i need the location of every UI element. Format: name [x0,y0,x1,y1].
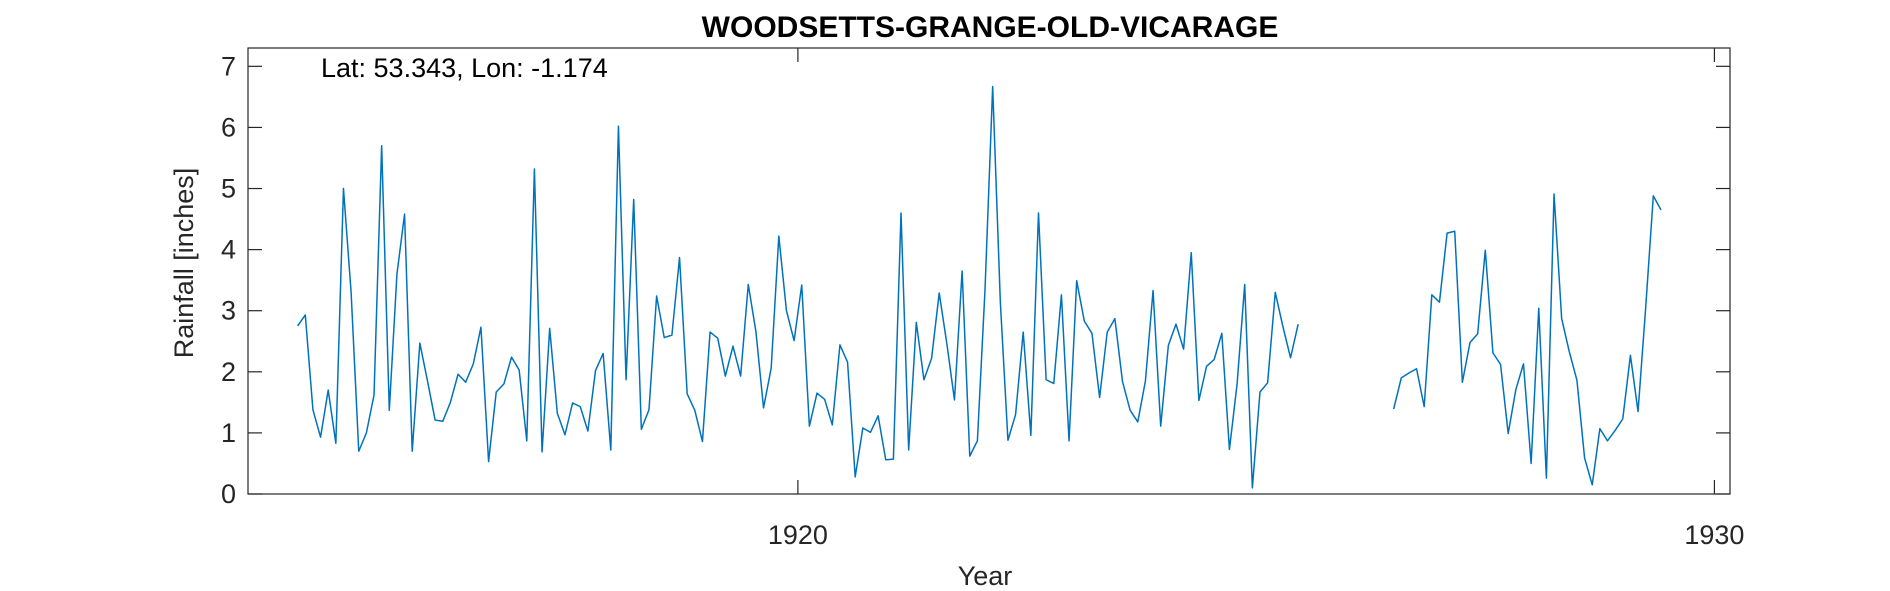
series-layer [297,85,1662,489]
y-tick-label-3: 3 [221,296,236,326]
y-tick-label-1: 1 [221,418,236,448]
y-tick-label-0: 0 [221,479,236,509]
ticks-layer: 0 1 2 3 4 5 6 7 1920 1930 [221,48,1744,550]
rainfall-series-segment-1 [297,85,1299,489]
chart-title: WOODSETTS-GRANGE-OLD-VICARAGE [702,11,1279,44]
y-tick-label-7: 7 [221,51,236,81]
y-axis-label: Rainfall [inches] [169,168,199,359]
y-tick-label-2: 2 [221,357,236,387]
x-axis-label: Year [958,561,1013,591]
y-tick-label-6: 6 [221,112,236,142]
y-tick-label-5: 5 [221,174,236,204]
rainfall-series-segment-2 [1392,193,1662,486]
y-tick-label-4: 4 [221,235,236,265]
x-tick-label-1930: 1930 [1684,520,1744,550]
plot-box [247,47,1731,495]
location-annotation: Lat: 53.343, Lon: -1.174 [321,53,608,83]
x-tick-label-1920: 1920 [768,520,828,550]
